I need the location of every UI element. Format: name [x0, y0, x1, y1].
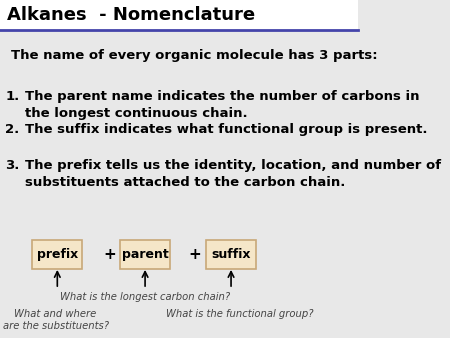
Text: 1.: 1.	[5, 90, 20, 102]
Text: What is the functional group?: What is the functional group?	[166, 309, 314, 319]
FancyBboxPatch shape	[0, 0, 358, 30]
Text: Alkanes  - Nomenclature: Alkanes - Nomenclature	[7, 6, 255, 24]
Text: The parent name indicates the number of carbons in
the longest continuous chain.: The parent name indicates the number of …	[25, 90, 419, 120]
Text: The name of every organic molecule has 3 parts:: The name of every organic molecule has 3…	[11, 49, 378, 62]
Text: suffix: suffix	[212, 248, 251, 261]
Text: +: +	[189, 247, 202, 262]
Text: The suffix indicates what functional group is present.: The suffix indicates what functional gro…	[25, 123, 427, 136]
Text: prefix: prefix	[37, 248, 78, 261]
FancyBboxPatch shape	[206, 240, 256, 269]
FancyBboxPatch shape	[120, 240, 170, 269]
Text: What and where
are the substituents?: What and where are the substituents?	[3, 309, 108, 331]
Text: 3.: 3.	[5, 159, 20, 172]
Text: 2.: 2.	[5, 123, 20, 136]
Text: What is the longest carbon chain?: What is the longest carbon chain?	[60, 292, 230, 303]
Text: parent: parent	[122, 248, 168, 261]
Text: +: +	[103, 247, 116, 262]
FancyBboxPatch shape	[32, 240, 82, 269]
Text: The prefix tells us the identity, location, and number of
substituents attached : The prefix tells us the identity, locati…	[25, 159, 441, 189]
